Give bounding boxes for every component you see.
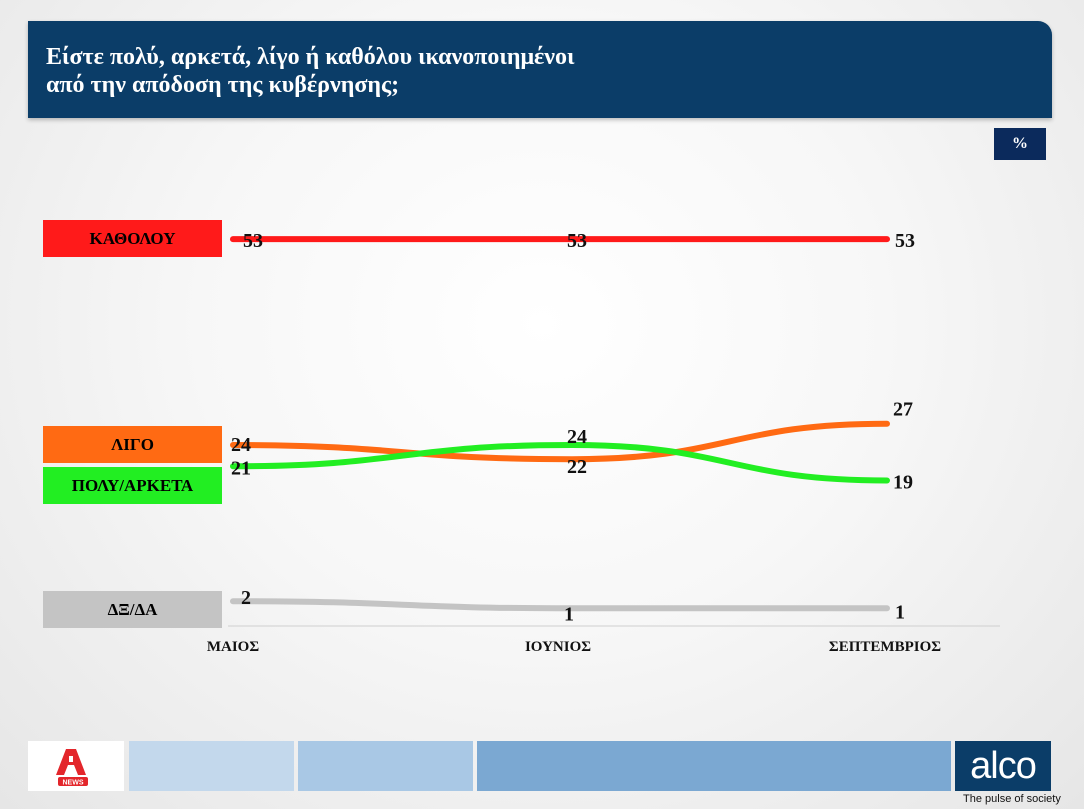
legend-ligo: ΛΙΓΟ xyxy=(43,426,222,463)
x-tick-label: ΣΕΠΤΕΜΒΡΙΟΣ xyxy=(829,639,941,655)
alpha-news-logo: NEWS xyxy=(56,749,88,787)
legend-katholou: ΚΑΘΟΛΟΥ xyxy=(43,220,222,257)
footer-block-2 xyxy=(129,741,294,791)
data-label: 1 xyxy=(564,603,574,625)
data-label: 19 xyxy=(893,472,913,494)
series-line xyxy=(230,441,890,484)
legend-poly-arketa: ΠΟΛΥ/ΑΡΚΕΤΑ xyxy=(43,467,222,504)
data-label: 53 xyxy=(895,230,915,252)
data-label: 24 xyxy=(231,434,251,456)
x-tick-label: ΜΑΙΟΣ xyxy=(207,639,259,655)
data-label: 27 xyxy=(893,399,913,421)
data-label: 2 xyxy=(241,587,251,609)
title-banner: Είστε πολύ, αρκετά, λίγο ή καθόλου ικανο… xyxy=(28,21,1052,118)
data-label: 21 xyxy=(231,457,251,479)
footer-block-3 xyxy=(298,741,473,791)
title-line-2: από την απόδοση της κυβέρνησης; xyxy=(46,72,400,98)
alpha-news-logo-text: NEWS xyxy=(63,780,84,787)
series-line xyxy=(230,598,890,612)
legend-dxda: ΔΞ/ΔΑ xyxy=(43,591,222,628)
alco-logo: alco xyxy=(955,741,1051,791)
data-label: 22 xyxy=(567,456,587,478)
data-label: 53 xyxy=(243,230,263,252)
data-label: 24 xyxy=(567,426,587,448)
unit-badge: % xyxy=(994,128,1046,160)
title-line-1: Είστε πολύ, αρκετά, λίγο ή καθόλου ικανο… xyxy=(46,44,575,70)
data-label: 1 xyxy=(895,601,905,623)
data-label: 53 xyxy=(567,230,587,252)
x-tick-label: ΙΟΥΝΙΟΣ xyxy=(525,639,591,655)
series-line xyxy=(230,420,890,463)
footer-block-4 xyxy=(477,741,951,791)
footer-block-1: NEWS xyxy=(28,741,124,791)
alco-tagline: The pulse of society xyxy=(963,793,1061,805)
